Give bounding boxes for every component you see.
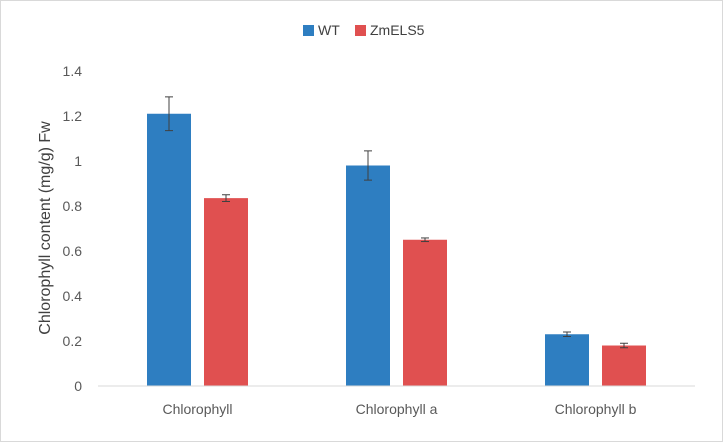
legend: WT ZmELS5	[303, 22, 425, 38]
error-bar	[620, 342, 628, 349]
y-tick-label: 0.8	[63, 198, 83, 214]
y-tick-label: 0	[74, 378, 82, 394]
error-bar	[421, 237, 429, 243]
error-bar	[165, 96, 173, 132]
y-tick-label: 0.2	[63, 333, 83, 349]
legend-swatch-wt	[303, 25, 314, 36]
legend-label-wt: WT	[318, 22, 340, 38]
y-axis-label: Chlorophyll content (mg/g) Fw	[37, 121, 54, 335]
bar-wt-1	[147, 113, 191, 386]
y-axis: 0 0.2 0.4 0.6 0.8 1 1.2 1.4	[63, 63, 83, 394]
y-tick-label: 0.6	[63, 243, 83, 259]
x-axis: Chlorophyll Chlorophyll a Chlorophyll b	[162, 401, 636, 417]
x-tick-label: Chlorophyll a	[356, 401, 438, 417]
error-bar	[563, 331, 571, 337]
bar-zmels5-1	[204, 198, 248, 386]
legend-label-zmels5: ZmELS5	[370, 22, 425, 38]
x-tick-label: Chlorophyll	[162, 401, 232, 417]
bar-wt-2	[346, 165, 390, 386]
y-tick-label: 1.2	[63, 108, 83, 124]
bars	[147, 96, 646, 386]
y-tick-label: 1	[74, 153, 82, 169]
error-bar	[364, 150, 372, 181]
y-tick-label: 0.4	[63, 288, 83, 304]
legend-swatch-zmels5	[355, 25, 366, 36]
bar-zmels5-3	[602, 345, 646, 386]
error-bar	[222, 194, 230, 202]
bar-zmels5-2	[403, 239, 447, 386]
bar-wt-3	[545, 334, 589, 386]
x-tick-label: Chlorophyll b	[555, 401, 637, 417]
y-tick-label: 1.4	[63, 63, 83, 79]
